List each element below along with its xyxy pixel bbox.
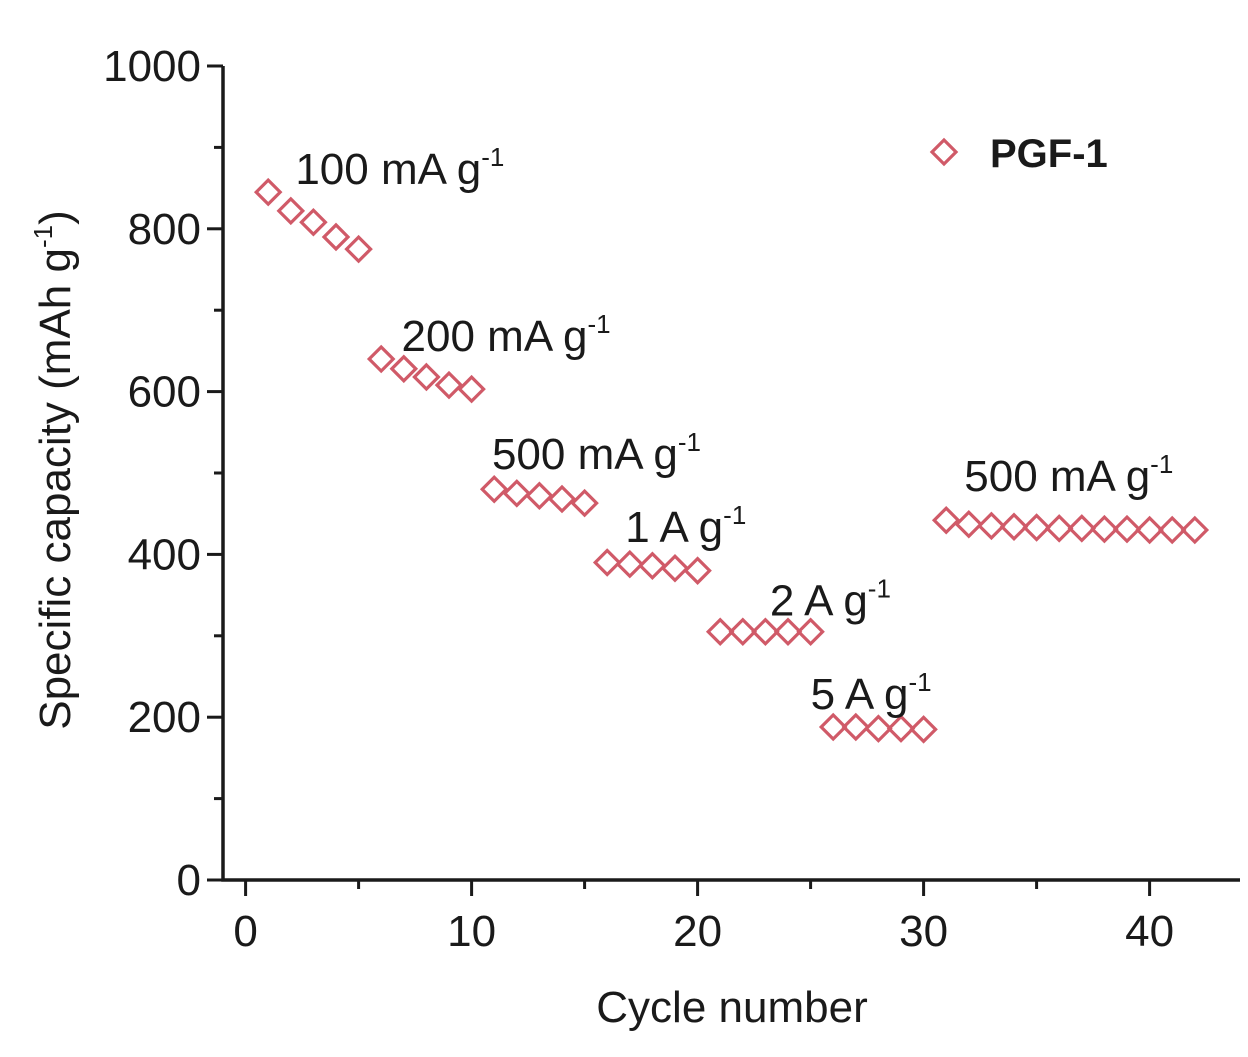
- x-tick-label: 0: [233, 907, 257, 956]
- data-point: [864, 714, 893, 743]
- data-point: [479, 475, 509, 504]
- y-tick-label: 200: [128, 693, 201, 742]
- data-point: [954, 510, 984, 539]
- data-point: [1135, 515, 1164, 545]
- legend: PGF-1: [929, 132, 1108, 176]
- rate-label: 500 mA g-1: [964, 449, 1173, 501]
- data-point: [977, 511, 1006, 541]
- data-point: [1044, 514, 1074, 543]
- data-point: [1022, 513, 1051, 542]
- data-point: [502, 479, 532, 508]
- data-point: [818, 712, 848, 742]
- rate-label: 2 A g-1: [770, 573, 891, 625]
- data-point: [253, 177, 283, 207]
- x-tick-label: 40: [1125, 907, 1174, 956]
- data-point: [412, 362, 441, 392]
- data-point: [457, 374, 486, 404]
- data-point: [1157, 515, 1187, 545]
- data-point: [931, 505, 961, 535]
- data-points: [253, 177, 1210, 744]
- tick-labels: 0 200 400 600 800 1000 0 10 20 30 40: [103, 42, 1174, 956]
- y-tick-label: 600: [128, 368, 201, 417]
- y-tick-label: 1000: [103, 42, 201, 91]
- data-point: [299, 208, 328, 237]
- data-point: [751, 617, 780, 646]
- data-point: [660, 553, 690, 583]
- y-tick-label: 800: [128, 205, 201, 254]
- rate-label: 100 mA g-1: [295, 142, 504, 194]
- data-point: [570, 488, 599, 518]
- data-point: [773, 617, 803, 646]
- data-point: [683, 556, 712, 585]
- x-axis-title: Cycle number: [596, 983, 867, 1032]
- data-point: [705, 617, 735, 646]
- data-point: [366, 344, 396, 374]
- data-point: [321, 222, 351, 252]
- data-point: [1067, 514, 1097, 543]
- legend-label-pgf-1: PGF-1: [990, 132, 1108, 176]
- rate-label: 5 A g-1: [811, 667, 932, 719]
- data-point: [547, 484, 577, 514]
- data-point: [796, 617, 825, 646]
- x-tick-label: 20: [673, 907, 722, 956]
- rate-label: 200 mA g-1: [402, 309, 611, 361]
- x-tick-label: 30: [899, 907, 948, 956]
- rate-label: 1 A g-1: [625, 500, 746, 552]
- data-point: [276, 196, 306, 226]
- data-point: [389, 354, 419, 384]
- y-axis-title: Specific capacity (mAh g-1): [28, 210, 80, 730]
- data-point: [909, 715, 938, 744]
- x-tick-label: 10: [447, 907, 496, 956]
- data-point: [886, 714, 916, 743]
- data-point: [638, 551, 667, 581]
- data-point: [999, 512, 1029, 541]
- data-point: [525, 481, 554, 511]
- data-point: [728, 617, 758, 646]
- tick-marks: [207, 64, 1152, 896]
- rate-label: 500 mA g-1: [492, 427, 701, 479]
- data-point: [1112, 514, 1142, 544]
- data-point: [841, 712, 871, 742]
- y-tick-label: 400: [128, 530, 201, 579]
- data-point: [344, 234, 373, 264]
- data-point: [1090, 514, 1119, 544]
- data-point: [434, 370, 464, 400]
- legend-marker: [929, 137, 959, 167]
- data-point: [1180, 515, 1210, 545]
- y-tick-label: 0: [177, 856, 201, 905]
- data-point: [592, 548, 622, 577]
- rate-annotations: 100 mA g-1 200 mA g-1 500 mA g-1 1 A g-1 2 A…: [295, 142, 1173, 719]
- data-point: [615, 549, 645, 579]
